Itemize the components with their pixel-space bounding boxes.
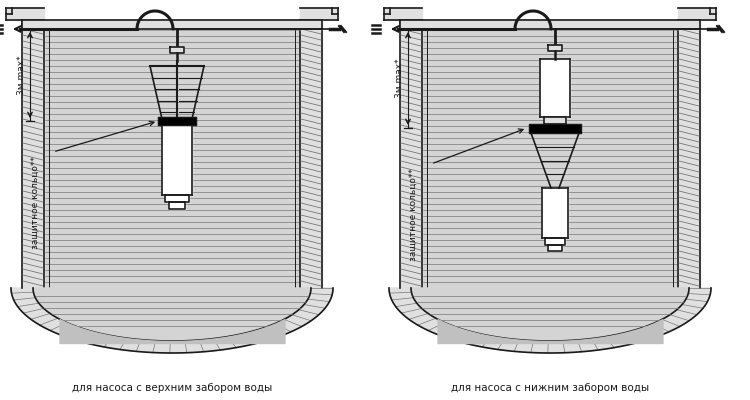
Polygon shape — [11, 288, 333, 353]
Polygon shape — [389, 288, 711, 353]
Text: защитное кольцо**: защитное кольцо** — [31, 156, 40, 249]
Text: 3м max*: 3м max* — [17, 55, 26, 95]
Text: 3м max*: 3м max* — [395, 59, 404, 98]
Polygon shape — [33, 288, 311, 341]
Text: для насоса с верхним забором воды: для насоса с верхним забором воды — [72, 383, 272, 393]
Text: защитное кольцо**: защитное кольцо** — [409, 168, 418, 261]
Text: для насоса с нижним забором воды: для насоса с нижним забором воды — [451, 383, 649, 393]
Polygon shape — [411, 288, 689, 341]
